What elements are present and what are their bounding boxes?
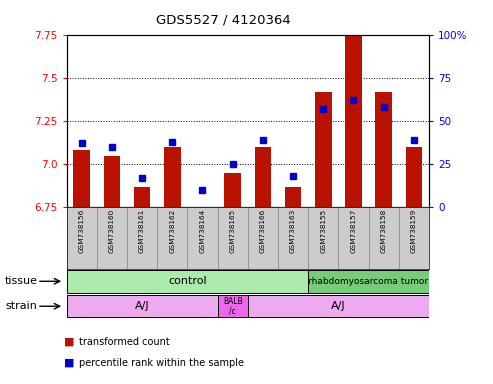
FancyBboxPatch shape [217, 295, 248, 318]
Bar [285, 187, 301, 207]
Bar [217, 207, 247, 269]
Text: BALB
/c: BALB /c [223, 296, 243, 316]
Bar [164, 147, 180, 207]
Bar [254, 147, 271, 207]
Text: GSM738159: GSM738159 [411, 209, 417, 253]
Bar [248, 207, 278, 269]
Text: ■: ■ [64, 358, 74, 368]
FancyBboxPatch shape [67, 295, 217, 318]
Bar [375, 92, 392, 207]
Text: GSM738158: GSM738158 [381, 209, 387, 253]
Text: A/J: A/J [331, 301, 346, 311]
Text: GDS5527 / 4120364: GDS5527 / 4120364 [156, 14, 290, 27]
Bar [73, 151, 90, 207]
Bar [224, 173, 241, 207]
Bar [97, 207, 127, 269]
Text: control: control [168, 276, 207, 286]
Text: GSM738165: GSM738165 [230, 209, 236, 253]
Bar [345, 17, 362, 207]
Text: GSM738160: GSM738160 [109, 209, 115, 253]
Text: GSM738164: GSM738164 [200, 209, 206, 253]
Text: GSM738157: GSM738157 [351, 209, 356, 253]
FancyBboxPatch shape [248, 295, 429, 318]
Text: strain: strain [5, 301, 37, 311]
Text: tissue: tissue [5, 276, 38, 286]
Bar [278, 207, 308, 269]
FancyBboxPatch shape [67, 270, 308, 293]
Text: ■: ■ [64, 337, 74, 347]
Text: GSM738163: GSM738163 [290, 209, 296, 253]
Bar [134, 187, 150, 207]
Text: percentile rank within the sample: percentile rank within the sample [79, 358, 244, 368]
Text: GSM738155: GSM738155 [320, 209, 326, 253]
Bar [308, 207, 338, 269]
Bar [187, 207, 217, 269]
Text: GSM738156: GSM738156 [79, 209, 85, 253]
Bar [406, 147, 422, 207]
Text: GSM738162: GSM738162 [169, 209, 175, 253]
Bar [127, 207, 157, 269]
Bar [338, 207, 368, 269]
Bar [399, 207, 429, 269]
Bar [157, 207, 187, 269]
Bar [104, 156, 120, 207]
Text: GSM738166: GSM738166 [260, 209, 266, 253]
FancyBboxPatch shape [308, 270, 429, 293]
Bar [315, 92, 331, 207]
Bar [67, 207, 97, 269]
Text: GSM738161: GSM738161 [139, 209, 145, 253]
Text: transformed count: transformed count [79, 337, 170, 347]
Text: A/J: A/J [135, 301, 149, 311]
Bar [368, 207, 399, 269]
Text: rhabdomyosarcoma tumor: rhabdomyosarcoma tumor [309, 277, 428, 286]
